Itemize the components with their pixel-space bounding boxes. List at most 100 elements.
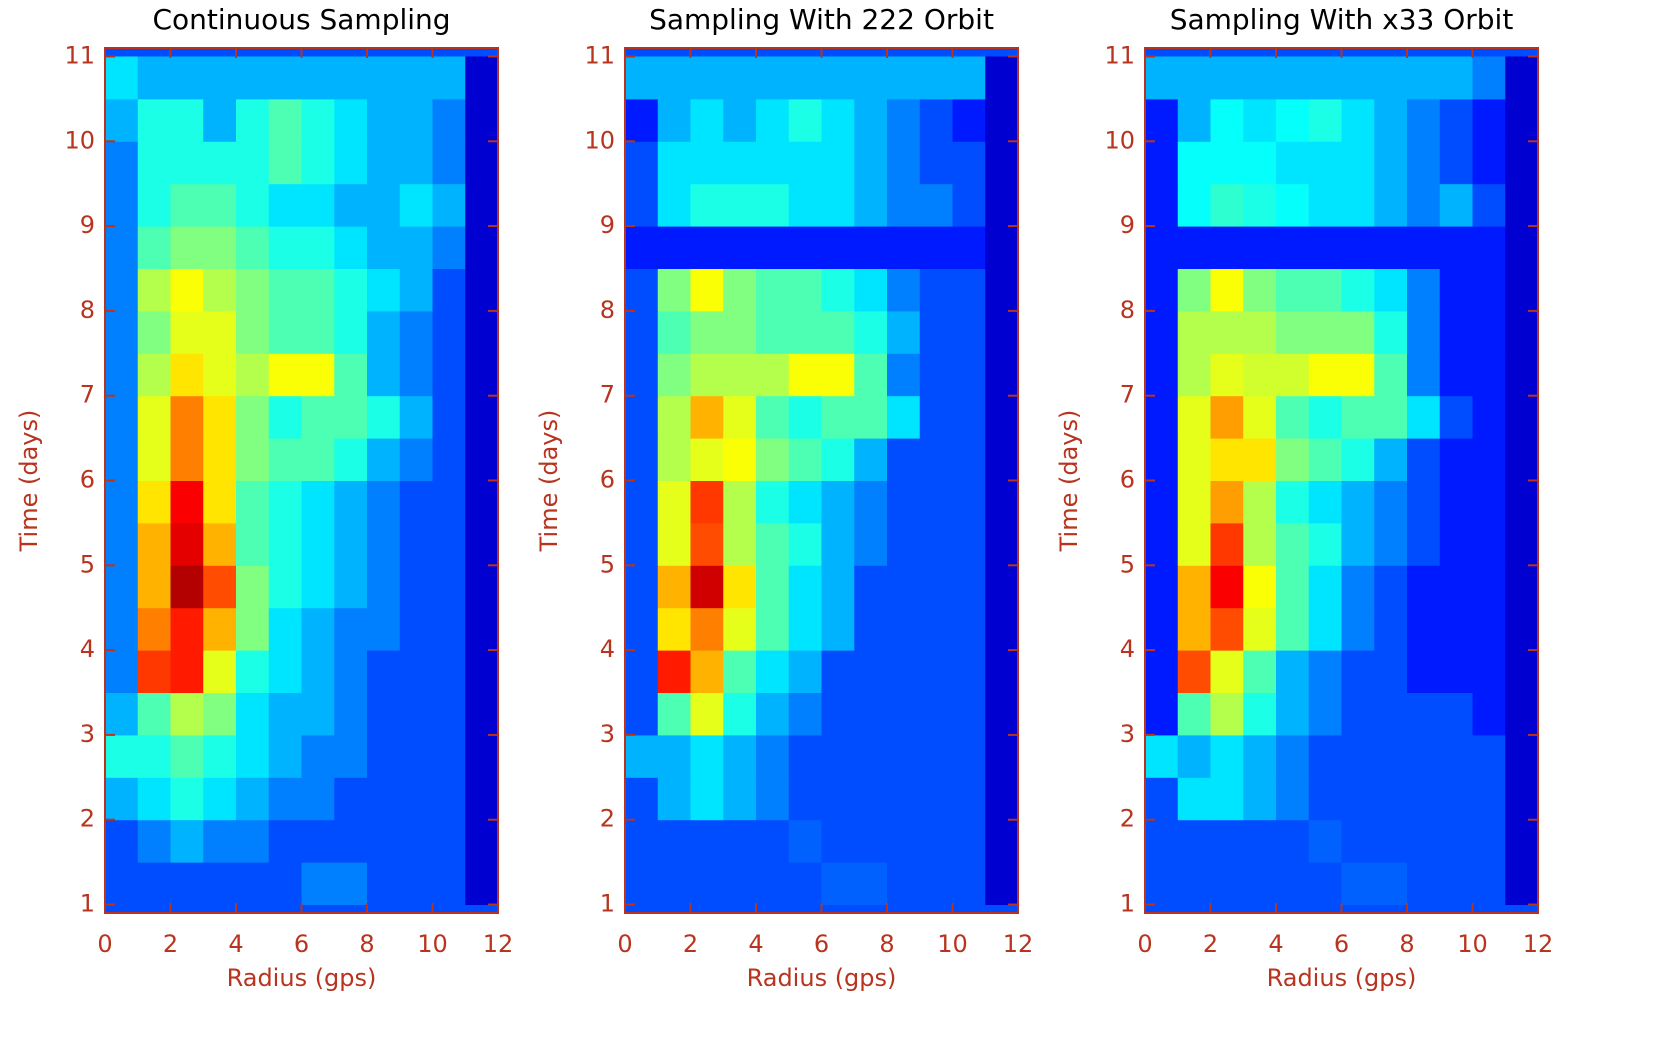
heat-cell — [788, 607, 822, 651]
heat-cell — [465, 692, 499, 736]
heat-cell — [236, 692, 270, 736]
y-tick-label: 4 — [80, 635, 95, 663]
heat-cell — [334, 734, 368, 778]
heat-cell — [1177, 692, 1211, 736]
heat-cell — [854, 353, 888, 397]
heat-cell — [690, 226, 724, 269]
heat-cell — [821, 395, 855, 439]
x-axis-label: Radius (gps) — [227, 964, 377, 992]
heat-cell — [1439, 862, 1473, 906]
heat-cell — [137, 522, 171, 566]
heat-cell — [1210, 777, 1244, 821]
heat-cell — [236, 226, 270, 269]
heat-cell — [952, 692, 986, 736]
heat-cell — [170, 56, 204, 100]
heat-cell — [137, 268, 171, 312]
heat-cell — [105, 819, 139, 863]
heat-cell — [1439, 777, 1473, 821]
heat-cell — [1407, 310, 1441, 354]
heat-cell — [625, 226, 659, 269]
heat-cell — [1276, 310, 1310, 354]
heat-cell — [170, 183, 204, 227]
heat-cell — [657, 98, 691, 142]
heat-cell — [1145, 98, 1179, 142]
x-axis-label: Radius (gps) — [1267, 964, 1417, 992]
heat-cell — [919, 650, 953, 694]
heat-cell — [625, 734, 659, 778]
heat-cell — [334, 650, 368, 694]
heat-cell — [723, 98, 757, 142]
heat-cell — [1505, 98, 1539, 142]
heat-cell — [723, 480, 757, 524]
heat-cell — [1505, 183, 1539, 227]
heat-cell — [1243, 183, 1277, 227]
y-tick-label: 3 — [600, 720, 615, 748]
heat-cell — [334, 268, 368, 312]
heat-cell — [985, 310, 1019, 354]
heat-cell — [170, 777, 204, 821]
heat-cell — [301, 862, 335, 906]
y-tick-label: 5 — [1120, 550, 1135, 578]
heat-cell — [919, 565, 953, 609]
heat-cell — [1308, 310, 1342, 354]
heat-cell — [887, 395, 921, 439]
heat-cell — [334, 522, 368, 566]
heat-cell — [236, 310, 270, 354]
heat-cell — [236, 56, 270, 100]
heat-cell — [1341, 183, 1375, 227]
heat-cell — [1472, 565, 1506, 609]
heat-cell — [334, 183, 368, 227]
heat-cell — [268, 862, 302, 906]
heat-cell — [690, 777, 724, 821]
heat-cell — [952, 522, 986, 566]
heat-cell — [203, 607, 237, 651]
heat-cell — [1341, 141, 1375, 185]
heat-cell — [985, 98, 1019, 142]
heat-cell — [919, 141, 953, 185]
heat-cell — [1505, 777, 1539, 821]
heat-cell — [788, 777, 822, 821]
heat-cell — [105, 226, 139, 269]
heat-cell — [137, 353, 171, 397]
heat-cell — [723, 607, 757, 651]
heat-cell — [625, 183, 659, 227]
heat-cell — [1308, 522, 1342, 566]
heat-cell — [399, 183, 433, 227]
heat-cell — [723, 734, 757, 778]
heat-cell — [170, 226, 204, 269]
heat-cell — [236, 183, 270, 227]
heat-cell — [301, 692, 335, 736]
y-tick-label: 2 — [600, 805, 615, 833]
heat-cell — [887, 268, 921, 312]
heat-cell — [952, 310, 986, 354]
heat-cell — [756, 438, 790, 481]
heat-cell — [1145, 777, 1179, 821]
heat-cell — [1177, 56, 1211, 100]
heat-cell — [854, 734, 888, 778]
heat-cell — [723, 522, 757, 566]
heat-cell — [690, 522, 724, 566]
heat-cell — [1341, 692, 1375, 736]
y-tick-label: 9 — [80, 211, 95, 239]
heat-cell — [952, 862, 986, 906]
heat-cell — [625, 353, 659, 397]
heat-cell — [465, 226, 499, 269]
heat-cell — [1374, 862, 1408, 906]
heat-cell — [854, 819, 888, 863]
heat-cell — [1243, 226, 1277, 269]
heat-cell — [985, 480, 1019, 524]
heat-cell — [334, 607, 368, 651]
heat-cell — [887, 438, 921, 481]
heat-cell — [137, 480, 171, 524]
heat-cell — [301, 819, 335, 863]
x-tick-label: 8 — [1399, 930, 1414, 958]
heat-cell — [756, 565, 790, 609]
y-tick-label: 2 — [80, 805, 95, 833]
heat-cell — [203, 650, 237, 694]
heat-cell — [399, 353, 433, 397]
heat-cell — [334, 56, 368, 100]
heat-cell — [1439, 438, 1473, 481]
heat-cell — [465, 522, 499, 566]
heat-cell — [432, 310, 466, 354]
heat-cell — [952, 183, 986, 227]
